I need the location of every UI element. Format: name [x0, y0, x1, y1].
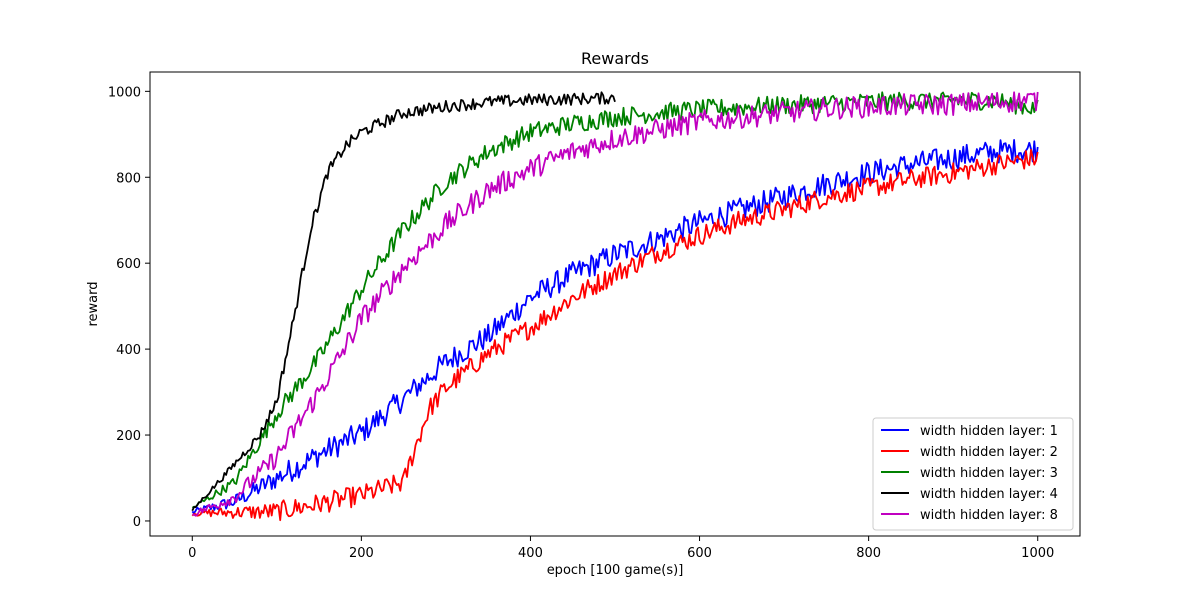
legend-label: width hidden layer: 1 — [920, 424, 1058, 439]
y-tick-label: 600 — [116, 257, 141, 272]
y-tick-label: 200 — [116, 429, 141, 444]
x-tick-label: 600 — [687, 546, 712, 561]
y-axis-label: reward — [86, 281, 101, 326]
y-tick-label: 400 — [116, 343, 141, 358]
y-tick-label: 1000 — [108, 85, 141, 100]
x-axis-label: epoch [100 game(s)] — [547, 563, 684, 578]
chart-title: Rewards — [581, 49, 649, 68]
plot-area — [191, 91, 1039, 522]
legend-label: width hidden layer: 3 — [920, 466, 1058, 481]
plot-frame — [149, 71, 1081, 537]
x-tick-label: 400 — [518, 546, 543, 561]
legend-label: width hidden layer: 2 — [920, 445, 1058, 460]
series-line-1 — [191, 138, 1039, 515]
series-line-5 — [192, 91, 1039, 517]
x-tick-label: 800 — [856, 546, 881, 561]
legend-label: width hidden layer: 4 — [920, 487, 1058, 502]
y-axis-ticks: 0 200 400 600 800 1000 — [108, 85, 150, 530]
y-tick-label: 0 — [133, 515, 141, 530]
y-tick-label: 800 — [116, 171, 141, 186]
x-tick-label: 1000 — [1021, 546, 1054, 561]
series-line-4 — [191, 91, 616, 512]
x-tick-label: 200 — [349, 546, 374, 561]
x-axis-ticks: 0 200 400 600 800 1000 — [188, 536, 1054, 561]
legend-box — [872, 417, 1074, 531]
legend: width hidden layer: 1 width hidden layer:… — [872, 417, 1074, 531]
x-tick-label: 0 — [188, 546, 196, 561]
legend-label: width hidden layer: 8 — [920, 508, 1058, 523]
series-line-2 — [191, 148, 1039, 522]
